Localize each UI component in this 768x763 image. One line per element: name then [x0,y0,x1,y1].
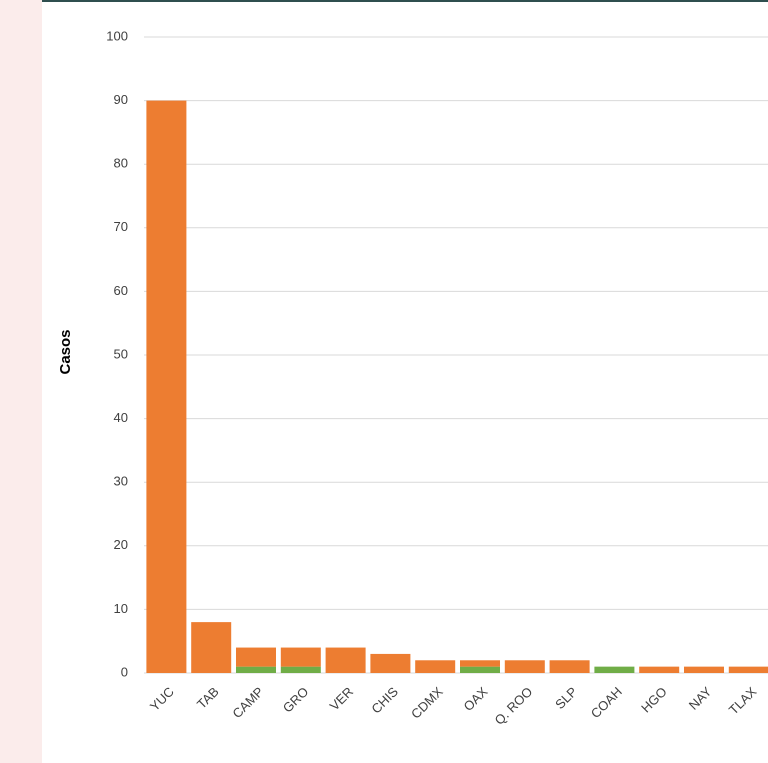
bar-segment [280,666,321,673]
x-tick-label: NAY [686,684,715,713]
y-tick-label: 70 [114,219,128,234]
side-strip [0,0,42,763]
bar-segment [370,653,411,673]
x-tick-label: YUC [147,684,177,714]
x-tick-label: GRO [280,684,312,716]
bar-segment [415,660,456,673]
y-tick-label: 40 [114,410,128,425]
y-tick-label: 90 [114,92,128,107]
bar-segment [639,666,680,673]
bar-segment [594,666,635,673]
x-tick-label: CAMP [229,684,266,721]
bar-segment [504,660,545,673]
x-tick-label: HGO [638,684,670,716]
x-tick-label: TLAX [726,684,760,718]
x-tick-label: VER [327,684,357,714]
x-tick-label: CHIS [368,684,401,717]
y-tick-label: 100 [106,28,128,43]
y-tick-label: 60 [114,283,128,298]
x-tick-label: SLP [552,684,580,712]
bar-segment [191,622,232,673]
x-tick-label: OAX [461,684,491,714]
bar-segment [684,666,724,673]
y-tick-label: 50 [114,346,128,361]
bar-segment [325,647,366,673]
y-tick-label: 30 [114,474,128,489]
bar-segment [460,660,500,667]
bar-segment [460,666,500,673]
x-tick-label: COAH [588,684,625,721]
y-tick-label: 0 [121,664,128,679]
top-border [42,0,768,2]
x-tick-label: Q. ROO [492,684,536,728]
y-axis-label: Casos [57,329,74,374]
y-tick-label: 10 [114,601,128,616]
y-tick-label: 20 [114,537,128,552]
bar-segment [236,666,276,673]
bar-segment [549,660,590,673]
y-tick-label: 80 [114,156,128,171]
bar-segment [280,647,321,667]
x-tick-label: TAB [194,684,222,712]
bar-segment [236,647,276,667]
bar-segment [146,100,187,674]
x-tick-label: CDMX [408,684,446,722]
bar-segment [728,666,768,673]
